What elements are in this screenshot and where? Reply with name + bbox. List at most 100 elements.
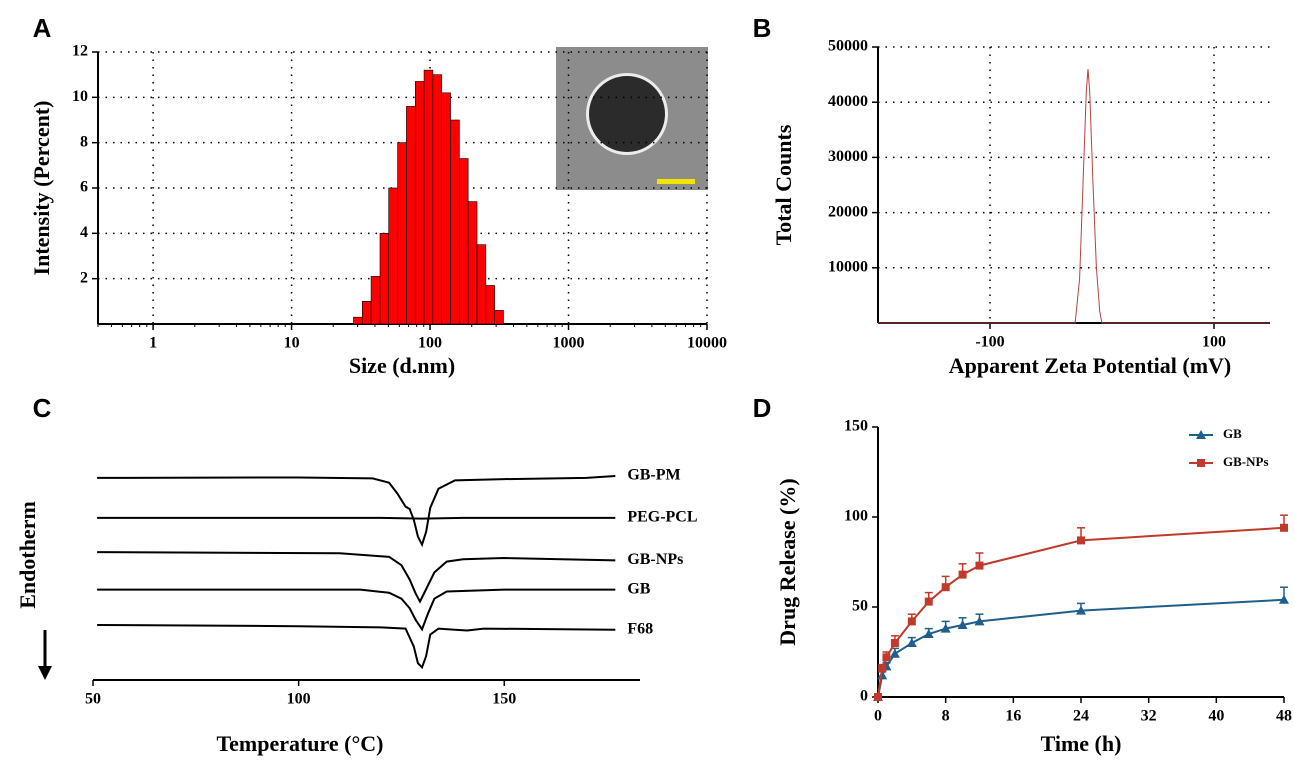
series-label: F68: [627, 620, 653, 637]
panel-letter: A: [33, 13, 52, 43]
panel-1: B Apparent Zeta Potential (mV) Total Count…: [753, 13, 1270, 378]
y-axis-label: Endotherm: [15, 501, 40, 609]
x-tick-label: 150: [492, 691, 516, 708]
bar: [432, 74, 443, 325]
marker: [924, 597, 933, 606]
series-line: [878, 69, 1270, 324]
panel-letter: B: [753, 13, 772, 43]
bar: [361, 301, 372, 325]
x-tick-label: 10: [284, 335, 300, 352]
arrow-head: [38, 666, 52, 680]
x-tick-label: 24: [1073, 708, 1089, 725]
marker: [940, 623, 951, 633]
series-line: [97, 624, 616, 670]
series-label: GB-NPs: [627, 551, 683, 568]
marker: [1279, 594, 1289, 604]
scale-bar: [657, 179, 695, 184]
marker: [957, 620, 968, 629]
marker: [941, 583, 950, 592]
bar: [441, 92, 451, 325]
series-line: [97, 475, 616, 548]
bar: [459, 158, 469, 325]
panel-letter: C: [33, 393, 52, 423]
y-tick-label: 30000: [828, 148, 868, 165]
bar: [414, 81, 425, 325]
x-axis-label: Size (d.nm): [349, 353, 455, 378]
y-tick-label: 50000: [828, 38, 868, 55]
panel-2: C Temperature (°C) Endotherm 50 100 150 GB-PM P…: [15, 393, 697, 756]
legend-label: GB-NPs: [1223, 454, 1269, 469]
bar: [485, 285, 495, 325]
x-tick-label: -100: [975, 334, 1004, 351]
y-tick-label: 4: [80, 224, 88, 241]
y-tick-label: 20000: [828, 203, 868, 220]
y-tick-label: 50: [852, 598, 868, 615]
y-tick-label: 6: [80, 179, 88, 196]
y-axis-label: Intensity (Percent): [29, 101, 54, 276]
series-line: [97, 551, 616, 604]
x-tick-label: 100: [418, 335, 442, 352]
bar: [476, 244, 487, 325]
marker: [874, 693, 882, 701]
x-tick-label: 8: [942, 708, 950, 725]
x-axis-label: Apparent Zeta Potential (mV): [949, 353, 1232, 378]
legend-marker: [1196, 430, 1206, 439]
marker: [1077, 536, 1085, 545]
bar: [379, 233, 390, 325]
series-line: [97, 588, 616, 632]
marker: [974, 616, 985, 626]
y-tick-label: 10000: [828, 258, 868, 275]
y-tick-label: 12: [72, 43, 88, 60]
bar: [406, 106, 416, 325]
marker: [878, 664, 887, 673]
tem-inset: [556, 47, 708, 190]
legend-label: GB: [1223, 426, 1242, 441]
series-line: [97, 516, 616, 520]
y-tick-label: 40000: [828, 93, 868, 110]
x-tick-label: 10000: [687, 335, 727, 352]
y-tick-label: 10: [72, 88, 88, 105]
marker: [890, 639, 899, 647]
particle: [589, 76, 665, 152]
series-label: PEG-PCL: [627, 509, 697, 526]
panel-3: D Time (h) Drug Release (%) 0 8 16 24 32 40 48 0 50…: [753, 393, 1292, 756]
y-tick-label: 150: [844, 418, 868, 435]
marker: [882, 653, 891, 662]
series-label: GB-PM: [627, 467, 680, 484]
x-tick-label: 48: [1276, 708, 1292, 725]
marker: [1076, 605, 1086, 615]
y-tick-label: 100: [844, 508, 868, 525]
x-tick-label: 16: [1005, 708, 1021, 725]
y-axis-label: Drug Release (%): [775, 478, 800, 645]
bar: [494, 310, 504, 325]
series-label: GB: [627, 580, 650, 597]
marker: [889, 648, 900, 658]
x-axis-label: Time (h): [1041, 731, 1122, 756]
bar: [467, 201, 478, 325]
marker: [1280, 523, 1288, 532]
x-tick-label: 50: [85, 691, 101, 708]
x-tick-label: 1000: [553, 335, 585, 352]
legend-marker: [1197, 459, 1205, 467]
y-axis-label: Total Counts: [771, 124, 796, 245]
x-axis-label: Temperature (°C): [216, 731, 383, 756]
y-tick-label: 0: [860, 688, 868, 705]
bar: [450, 119, 460, 325]
panel-letter: D: [753, 393, 772, 423]
bar: [353, 316, 363, 325]
bar: [397, 142, 407, 325]
panel-0: A Size (d.nm) Intensity (Percent) 1 10 100 100…: [29, 13, 727, 378]
x-tick-label: 32: [1141, 708, 1157, 725]
x-tick-label: 40: [1208, 708, 1224, 725]
x-tick-label: 1: [149, 335, 157, 352]
marker: [975, 561, 984, 570]
y-tick-label: 2: [80, 269, 88, 286]
bar: [370, 276, 381, 325]
bar: [388, 187, 398, 325]
x-tick-label: 0: [874, 708, 882, 725]
marker: [958, 570, 967, 579]
marker: [906, 638, 917, 647]
x-tick-label: 100: [1202, 334, 1226, 351]
marker: [923, 629, 934, 638]
